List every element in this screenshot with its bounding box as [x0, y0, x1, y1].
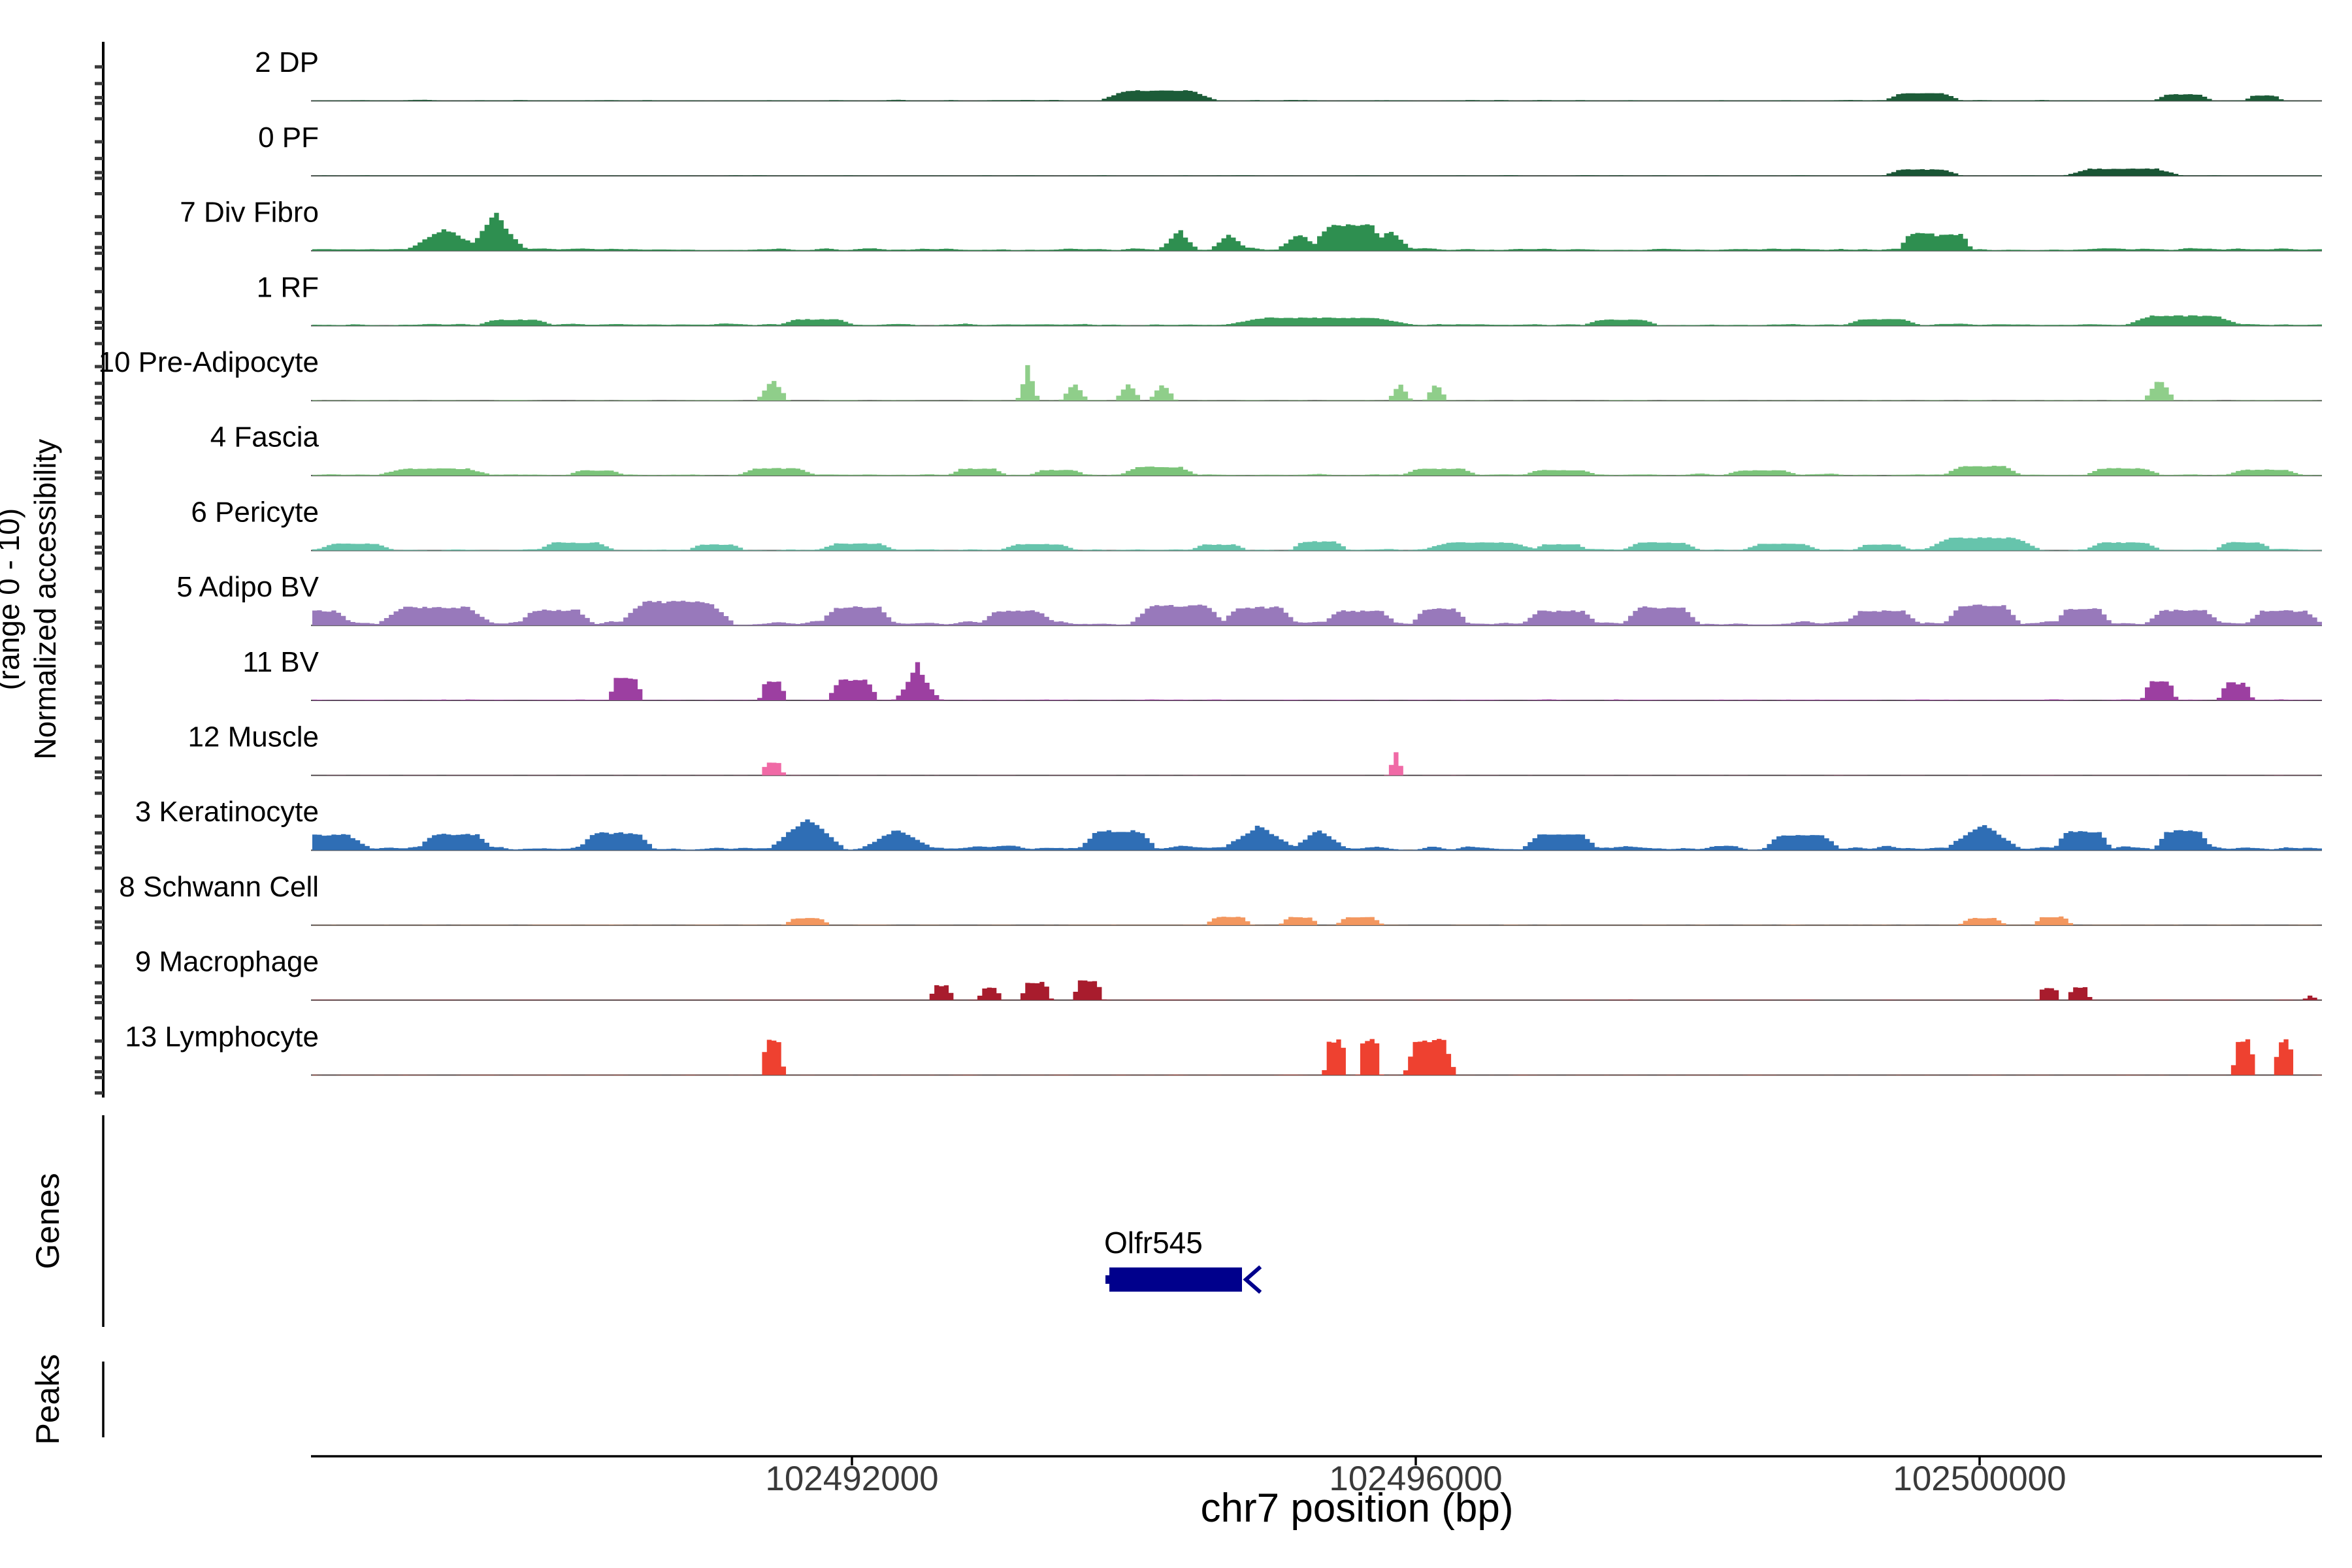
svg-text:Peaks: Peaks — [29, 1354, 66, 1445]
svg-text:0 PF: 0 PF — [258, 122, 319, 154]
svg-text:2 DP: 2 DP — [255, 46, 319, 78]
svg-text:5 Adipo BV: 5 Adipo BV — [176, 571, 319, 603]
svg-text:Olfr545: Olfr545 — [1104, 1226, 1203, 1260]
svg-text:7 Div Fibro: 7 Div Fibro — [180, 197, 319, 229]
svg-text:8 Schwann Cell: 8 Schwann Cell — [119, 871, 319, 903]
svg-text:102492000: 102492000 — [765, 1460, 938, 1498]
svg-text:6 Pericyte: 6 Pericyte — [191, 496, 319, 528]
svg-text:9 Macrophage: 9 Macrophage — [135, 946, 319, 978]
svg-text:3 Keratinocyte: 3 Keratinocyte — [135, 796, 319, 828]
svg-text:11 BV: 11 BV — [242, 646, 319, 678]
svg-text:chr7 position (bp): chr7 position (bp) — [1200, 1486, 1513, 1531]
svg-text:13 Lymphocyte: 13 Lymphocyte — [125, 1021, 319, 1053]
svg-text:12 Muscle: 12 Muscle — [188, 721, 319, 753]
svg-text:102500000: 102500000 — [1893, 1460, 2066, 1498]
svg-text:1 RF: 1 RF — [257, 271, 319, 303]
svg-text:4 Fascia: 4 Fascia — [210, 421, 319, 453]
svg-text:(range 0 - 10): (range 0 - 10) — [0, 508, 25, 691]
svg-text:Normalized accessibility: Normalized accessibility — [28, 439, 62, 760]
svg-text:Genes: Genes — [29, 1173, 66, 1269]
svg-text:10 Pre-Adipocyte: 10 Pre-Adipocyte — [98, 346, 319, 378]
